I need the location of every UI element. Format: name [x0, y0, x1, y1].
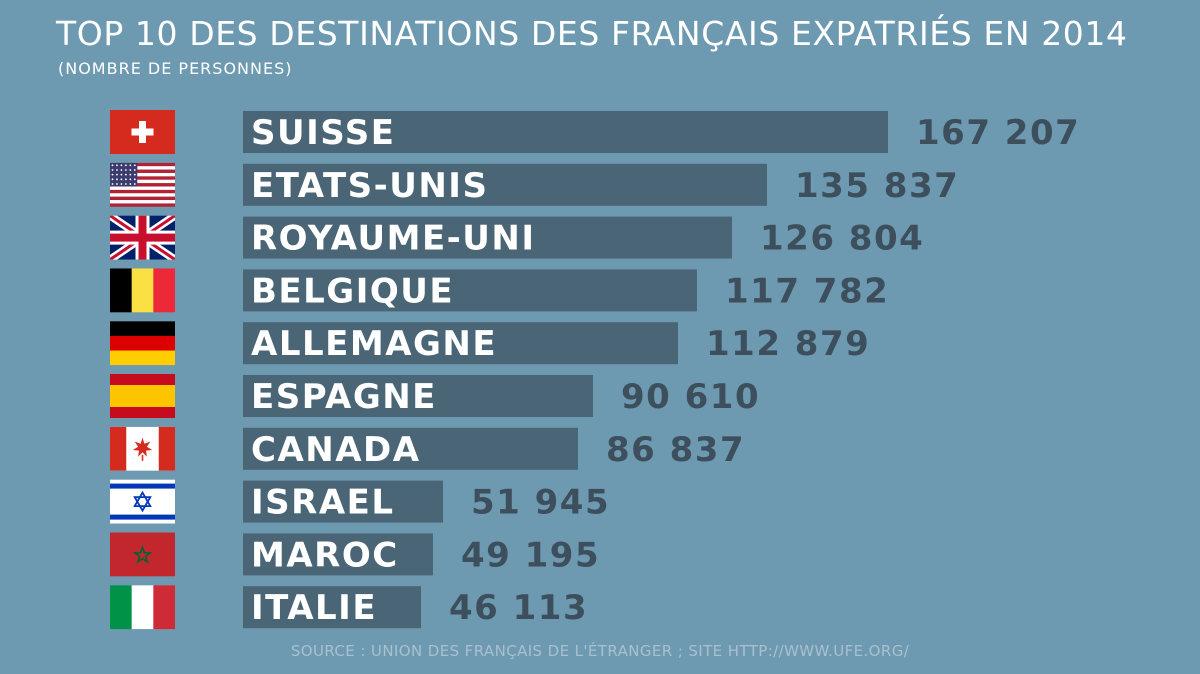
value-label: 51 945 [471, 483, 610, 523]
bar-israel [243, 480, 443, 523]
bar-suisse [243, 111, 888, 153]
value-label: 90 610 [621, 377, 760, 417]
bar-allemagne [243, 322, 678, 365]
israel-flag-icon [110, 479, 175, 524]
category-label: ISRAEL [251, 483, 395, 523]
category-label: MAROC [251, 535, 399, 575]
value-label: 46 113 [449, 588, 588, 628]
bar-italie [243, 586, 421, 629]
flags-layer [110, 110, 175, 630]
value-label: 112 879 [706, 324, 870, 364]
italy-flag-icon [110, 585, 175, 630]
category-label: CANADA [251, 430, 421, 470]
morocco-flag-icon [110, 532, 175, 577]
germany-flag-icon [110, 321, 175, 366]
switzerland-flag-icon [110, 110, 175, 154]
bar-belgique [243, 269, 697, 312]
chart-subtitle: (NOMBRE DE PERSONNES) [58, 59, 293, 78]
bar-espagne [243, 375, 593, 417]
category-label: ITALIE [251, 588, 377, 628]
value-label: 117 782 [725, 271, 889, 311]
uk-flag-icon [110, 215, 175, 260]
bar-etats-unis [243, 163, 767, 206]
bars-layer: SUISSE 167 207 ETATS-UNIS 135 837 ROYAUME-UN… [243, 111, 1080, 629]
category-label: ESPAGNE [251, 377, 437, 417]
value-label: 126 804 [760, 219, 924, 259]
usa-flag-icon [110, 162, 175, 207]
spain-flag-icon [110, 374, 175, 418]
bar-maroc [243, 533, 433, 576]
category-label: ETATS-UNIS [251, 166, 488, 206]
category-label: ROYAUME-UNI [251, 219, 536, 259]
category-label: ALLEMAGNE [251, 324, 497, 364]
bar-royaume-uni [243, 216, 732, 259]
category-label: SUISSE [251, 113, 395, 153]
value-label: 49 195 [461, 535, 600, 575]
value-label: 135 837 [795, 166, 959, 206]
chart-title: TOP 10 DES DESTINATIONS DES FRANÇAIS EXP… [56, 14, 1128, 53]
belgium-flag-icon [110, 268, 175, 313]
canada-flag-icon [110, 426, 175, 471]
value-label: 167 207 [916, 113, 1080, 153]
bar-canada [243, 427, 578, 470]
source-note: SOURCE : UNION DES FRANÇAIS DE L'ÉTRANGE… [290, 642, 910, 660]
category-label: BELGIQUE [251, 271, 454, 311]
value-label: 86 837 [606, 430, 745, 470]
